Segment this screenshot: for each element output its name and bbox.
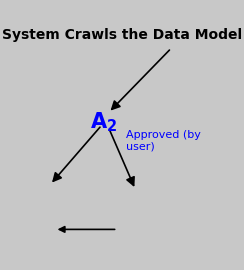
Text: $\mathbf{A_2}$: $\mathbf{A_2}$ — [91, 111, 118, 134]
Text: System Crawls the Data Model: System Crawls the Data Model — [2, 28, 242, 42]
Text: Approved (by
user): Approved (by user) — [126, 130, 201, 152]
